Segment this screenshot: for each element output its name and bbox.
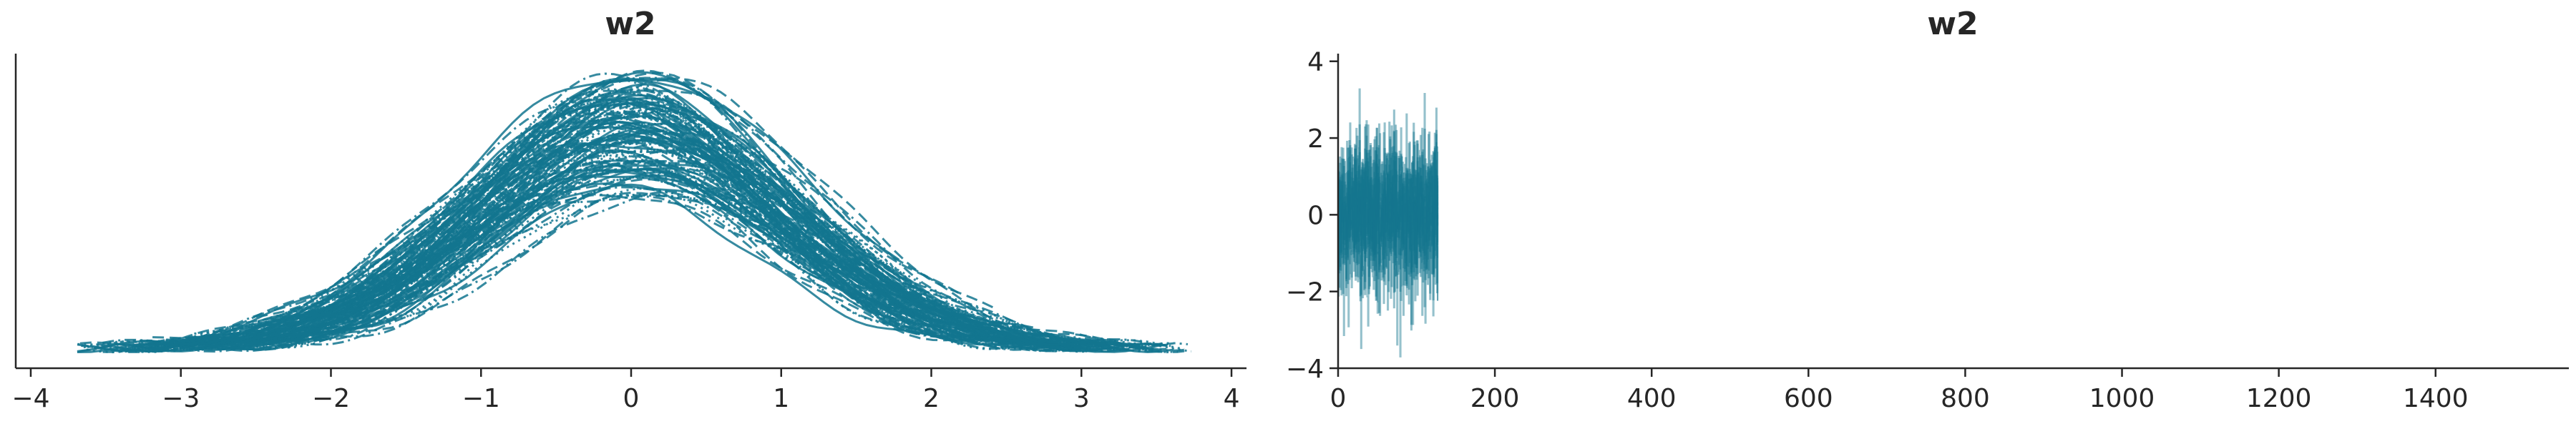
trace-y-axis-ticks: −4 −2 0 2 4 — [1286, 48, 1338, 384]
density-curve — [202, 78, 1153, 351]
trace-x-tick-label: 0 — [1330, 384, 1347, 413]
density-x-tick-label: −4 — [11, 384, 49, 413]
density-x-tick-label: 0 — [623, 384, 640, 413]
trace-chain-line — [1337, 132, 1439, 325]
trace-chain-line — [1337, 88, 1439, 297]
density-curve — [141, 138, 914, 352]
trace-chain-line — [1337, 122, 1439, 327]
density-curve — [279, 187, 1124, 350]
density-curve — [102, 93, 995, 344]
density-curve — [140, 109, 960, 345]
trace-panel: w2 0 200 400 600 800 1000 1200 1400 −4 −2 0 2 4 — [1286, 6, 2569, 413]
density-panel: w2 −4 −3 −2 −1 0 1 2 3 4 — [11, 6, 1246, 413]
trace-x-tick-label: 200 — [1470, 384, 1520, 413]
trace-y-tick-label: −2 — [1286, 278, 1324, 307]
density-curve — [307, 137, 1101, 349]
trace-chain-line — [1337, 113, 1439, 331]
density-x-tick-label: −1 — [462, 384, 500, 413]
density-x-tick-label: 2 — [923, 384, 940, 413]
trace-y-tick-label: 2 — [1307, 124, 1324, 154]
density-curve — [182, 149, 1065, 346]
density-curve — [227, 168, 1069, 345]
trace-chain-line — [1337, 124, 1439, 346]
trace-x-tick-label: 400 — [1627, 384, 1677, 413]
density-curve — [290, 102, 1189, 354]
density-curve — [208, 89, 1146, 344]
density-curve — [181, 96, 928, 347]
trace-x-tick-label: 1000 — [2089, 384, 2155, 413]
trace-y-tick-label: 4 — [1307, 48, 1324, 77]
trace-x-tick-label: 1400 — [2403, 384, 2469, 413]
trace-x-tick-label: 800 — [1941, 384, 1990, 413]
density-curve — [91, 150, 1096, 352]
trace-x-axis-ticks: 0 200 400 600 800 1000 1200 1400 — [1330, 368, 2469, 413]
density-x-tick-label: 3 — [1073, 384, 1090, 413]
density-x-tick-label: −3 — [162, 384, 200, 413]
trace-chain-line — [1337, 123, 1439, 290]
density-curve — [119, 77, 994, 351]
trace-panel-title: w2 — [1927, 6, 1978, 42]
trace-x-tick-label: 600 — [1784, 384, 1833, 413]
trace-chain-line — [1337, 124, 1439, 302]
density-curve — [150, 83, 905, 352]
density-curve — [152, 101, 1167, 351]
density-curve — [187, 141, 1085, 350]
density-plot-area — [77, 69, 1192, 354]
trace-x-tick-label: 1200 — [2246, 384, 2312, 413]
trace-chain-line — [1337, 93, 1439, 358]
density-curve — [102, 161, 1109, 353]
trace-chain-line — [1337, 107, 1439, 350]
density-x-axis-ticks: −4 −3 −2 −1 0 1 2 3 4 — [11, 368, 1239, 413]
trace-chain-line — [1337, 126, 1439, 316]
density-curve — [230, 88, 1077, 351]
density-curve — [118, 77, 1147, 352]
trace-chain-line — [1337, 132, 1439, 301]
density-panel-title: w2 — [605, 6, 655, 42]
trace-y-tick-label: −4 — [1286, 355, 1324, 384]
trace-plot-area — [1337, 88, 1439, 358]
density-curve — [320, 160, 1080, 352]
trace-chain-line — [1337, 124, 1439, 314]
trace-chain-line — [1337, 120, 1439, 325]
density-x-tick-label: 4 — [1224, 384, 1240, 413]
density-x-tick-label: 1 — [773, 384, 789, 413]
density-curve — [244, 191, 959, 347]
density-curve — [321, 141, 917, 301]
trace-chain-line — [1337, 127, 1439, 336]
density-curve — [190, 148, 1052, 351]
density-curve — [194, 112, 1185, 350]
density-curve — [184, 154, 1171, 352]
density-x-tick-label: −2 — [312, 384, 350, 413]
trace-y-tick-label: 0 — [1307, 201, 1324, 230]
